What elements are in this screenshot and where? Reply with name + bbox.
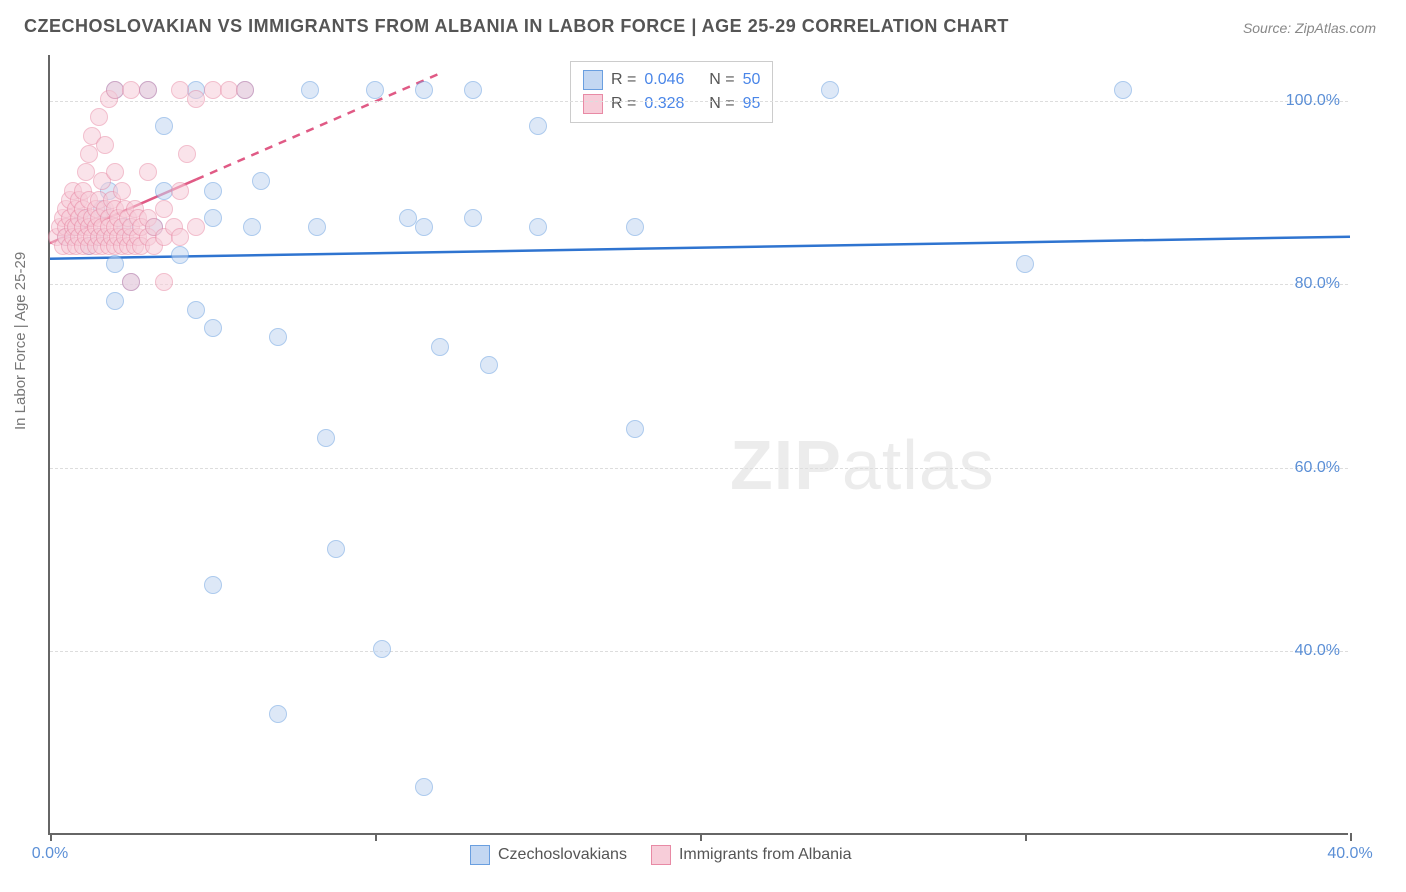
legend-item: Immigrants from Albania	[651, 845, 852, 865]
r-value: 0.328	[644, 95, 684, 113]
data-point	[155, 117, 173, 135]
data-point	[171, 246, 189, 264]
data-point	[269, 328, 287, 346]
plot-area: R =0.046 N =50R =0.328 N =95 ZIPatlas Cz…	[48, 55, 1348, 835]
data-point	[139, 81, 157, 99]
data-point	[1016, 255, 1034, 273]
n-label: N =	[709, 95, 734, 113]
r-label: R =	[611, 71, 636, 89]
n-value: 95	[743, 95, 761, 113]
x-tick	[1350, 833, 1352, 841]
x-tick	[700, 833, 702, 841]
data-point	[178, 145, 196, 163]
data-point	[122, 273, 140, 291]
data-point	[77, 163, 95, 181]
legend-swatch	[583, 94, 603, 114]
x-tick-label: 0.0%	[32, 845, 68, 863]
trend-lines-layer	[50, 55, 1348, 833]
data-point	[415, 218, 433, 236]
data-point	[252, 172, 270, 190]
legend-swatch	[470, 845, 490, 865]
data-point	[415, 81, 433, 99]
watermark-bold: ZIP	[730, 426, 842, 504]
data-point	[373, 640, 391, 658]
legend-label: Immigrants from Albania	[679, 846, 852, 864]
data-point	[821, 81, 839, 99]
data-point	[464, 209, 482, 227]
data-point	[204, 209, 222, 227]
n-label: N =	[709, 71, 734, 89]
data-point	[366, 81, 384, 99]
data-point	[529, 218, 547, 236]
legend-stats-row: R = 0.046 N = 50	[583, 68, 760, 92]
legend-swatch	[583, 70, 603, 90]
grid-line-h	[50, 284, 1348, 285]
data-point	[399, 209, 417, 227]
watermark: ZIPatlas	[730, 425, 995, 505]
x-tick	[50, 833, 52, 841]
data-point	[113, 182, 131, 200]
data-point	[269, 705, 287, 723]
y-tick-label: 60.0%	[1295, 459, 1340, 477]
data-point	[529, 117, 547, 135]
data-point	[155, 273, 173, 291]
data-point	[204, 576, 222, 594]
data-point	[204, 319, 222, 337]
series-legend: Czechoslovakians Immigrants from Albania	[470, 845, 851, 865]
r-label: R =	[611, 95, 636, 113]
source-attribution: Source: ZipAtlas.com	[1243, 20, 1376, 36]
data-point	[80, 145, 98, 163]
data-point	[90, 108, 108, 126]
grid-line-h	[50, 101, 1348, 102]
data-point	[626, 218, 644, 236]
x-tick	[375, 833, 377, 841]
n-value: 50	[743, 71, 761, 89]
data-point	[327, 540, 345, 558]
data-point	[308, 218, 326, 236]
data-point	[243, 218, 261, 236]
data-point	[317, 429, 335, 447]
x-tick-label: 40.0%	[1327, 845, 1372, 863]
data-point	[106, 255, 124, 273]
data-point	[464, 81, 482, 99]
data-point	[106, 163, 124, 181]
data-point	[171, 81, 189, 99]
legend-label: Czechoslovakians	[498, 846, 627, 864]
data-point	[171, 228, 189, 246]
data-point	[204, 182, 222, 200]
watermark-light: atlas	[842, 426, 995, 504]
r-value: 0.046	[644, 71, 684, 89]
y-tick-label: 80.0%	[1295, 275, 1340, 293]
correlation-legend: R = 0.046 N = 50 R = 0.328 N = 95	[570, 61, 773, 123]
grid-line-h	[50, 468, 1348, 469]
data-point	[187, 90, 205, 108]
y-tick-label: 100.0%	[1286, 92, 1340, 110]
data-point	[236, 81, 254, 99]
data-point	[415, 778, 433, 796]
data-point	[1114, 81, 1132, 99]
legend-stats-row: R = 0.328 N = 95	[583, 92, 760, 116]
data-point	[480, 356, 498, 374]
chart-title: CZECHOSLOVAKIAN VS IMMIGRANTS FROM ALBAN…	[24, 16, 1009, 37]
data-point	[155, 200, 173, 218]
data-point	[139, 163, 157, 181]
data-point	[106, 292, 124, 310]
data-point	[171, 182, 189, 200]
data-point	[187, 218, 205, 236]
legend-swatch	[651, 845, 671, 865]
data-point	[187, 301, 205, 319]
y-tick-label: 40.0%	[1295, 642, 1340, 660]
grid-line-h	[50, 651, 1348, 652]
trend-line-solid	[50, 237, 1350, 259]
data-point	[96, 136, 114, 154]
data-point	[626, 420, 644, 438]
legend-item: Czechoslovakians	[470, 845, 627, 865]
data-point	[301, 81, 319, 99]
x-tick	[1025, 833, 1027, 841]
y-axis-label: In Labor Force | Age 25-29	[12, 252, 29, 430]
data-point	[431, 338, 449, 356]
